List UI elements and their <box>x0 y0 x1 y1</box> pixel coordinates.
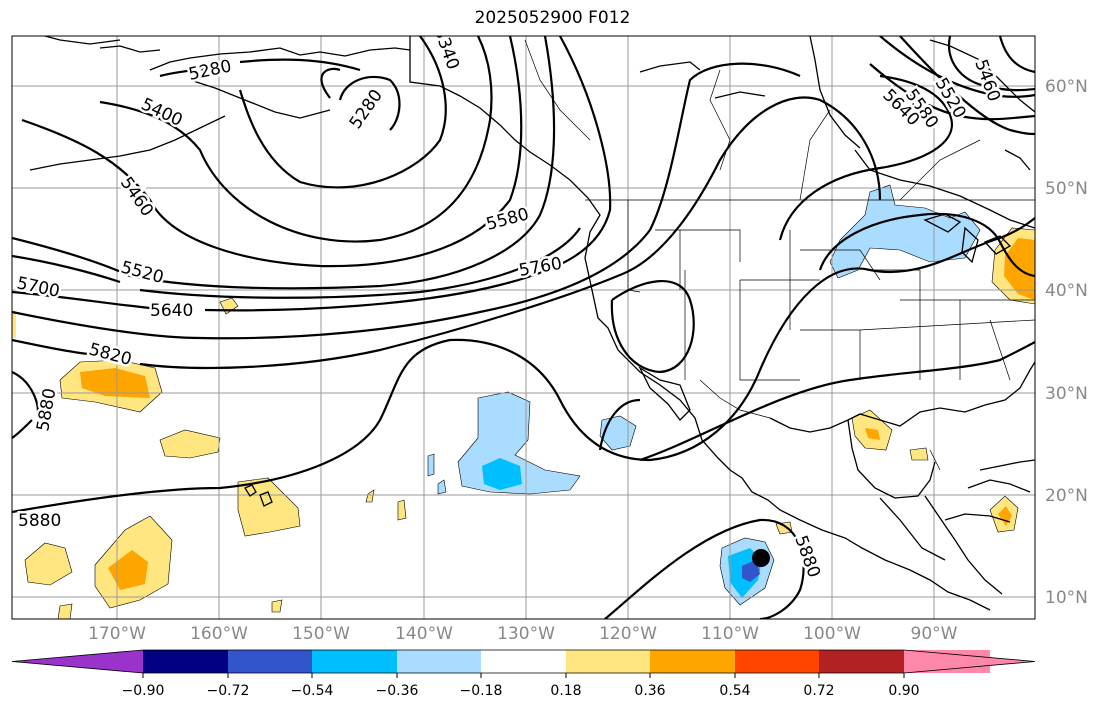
anomaly-region <box>159 429 221 459</box>
lat-label: 20°N <box>1045 486 1088 506</box>
colorbar-tick-label: 0.18 <box>550 683 582 699</box>
anomaly-region <box>397 499 407 521</box>
lon-label: 160°W <box>190 624 248 644</box>
height-contours <box>12 36 1035 619</box>
anomaly-region <box>219 297 239 315</box>
map-title: 2025052900 F012 <box>474 8 631 28</box>
colorbar-tick-label: −0.90 <box>121 683 165 699</box>
contour-label: 5460 <box>970 57 1004 104</box>
colorbar-tick-label: −0.18 <box>459 683 503 699</box>
storm-center-marker <box>752 549 770 567</box>
colorbar-segment <box>312 650 397 673</box>
colorbar-tick-label: −0.72 <box>206 683 250 699</box>
anomaly-region <box>829 184 981 279</box>
contour-label: 5880 <box>33 387 60 433</box>
anomaly-region <box>775 521 793 535</box>
anomaly-region <box>865 428 880 440</box>
political-borders <box>524 39 1035 471</box>
colorbar-extend-high <box>904 650 1035 673</box>
colorbar-tick-label: 0.72 <box>803 683 835 699</box>
colorbar-tick-label: −0.36 <box>375 683 419 699</box>
anomaly-region <box>57 603 73 619</box>
colorbar <box>11 649 1036 678</box>
lon-label: 100°W <box>803 624 861 644</box>
contour-label: 5580 <box>484 204 531 235</box>
lon-label: 90°W <box>910 624 958 644</box>
colorbar-tick-label: −0.54 <box>290 683 334 699</box>
contour-label: 5280 <box>187 56 233 85</box>
anomaly-region <box>237 477 301 537</box>
anomaly-region <box>80 368 150 398</box>
anomaly-region <box>427 453 435 477</box>
colorbar-segment <box>228 650 312 673</box>
anomaly-region <box>365 489 375 503</box>
anomaly-region <box>437 479 447 495</box>
colorbar-segment <box>481 650 566 673</box>
lon-label: 120°W <box>599 624 657 644</box>
lat-label: 50°N <box>1045 179 1088 199</box>
colorbar-segment <box>566 650 650 673</box>
contour-label: 5760 <box>517 254 563 281</box>
contour-label: 5280 <box>346 86 387 133</box>
lat-label: 30°N <box>1045 384 1088 404</box>
lon-label: 150°W <box>292 624 350 644</box>
graticule <box>12 36 1035 619</box>
anomaly-region <box>24 542 73 586</box>
contour-label: 5700 <box>15 273 61 302</box>
anomaly-region <box>271 599 283 613</box>
anomaly-region <box>482 458 522 490</box>
colorbar-segment <box>143 650 228 673</box>
anomaly-region <box>742 560 760 582</box>
colorbar-segment <box>735 650 819 673</box>
coastlines <box>29 36 1035 611</box>
colorbar-tick-label: 0.36 <box>634 683 666 699</box>
anomaly-region <box>12 310 16 338</box>
contour-label: 5400 <box>138 94 186 130</box>
colorbar-segment <box>650 650 735 673</box>
anomaly-region <box>108 550 148 590</box>
colorbar-tick-label: 0.54 <box>719 683 751 699</box>
lat-label: 40°N <box>1045 281 1088 301</box>
anomaly-region <box>599 415 637 451</box>
contour-label: 5460 <box>116 173 157 220</box>
map-content: 5280 5280 5340 5400 5460 5520 5580 5640 … <box>12 25 1035 619</box>
contour-label: 5520 <box>119 258 166 289</box>
contour-labels: 5280 5280 5340 5400 5460 5520 5580 5640 … <box>12 25 1006 583</box>
anomaly-fill-layer <box>12 184 1035 619</box>
colorbar-extend-low <box>12 650 143 673</box>
contour-label: 5880 <box>18 511 61 531</box>
lat-label: 10°N <box>1045 588 1088 608</box>
contour-label: 5640 <box>150 301 193 321</box>
lon-label: 130°W <box>497 624 555 644</box>
lon-label: 140°W <box>395 624 453 644</box>
lat-label: 60°N <box>1045 77 1088 97</box>
lon-label: 110°W <box>701 624 759 644</box>
map-frame <box>11 35 1036 620</box>
contour-label: 5880 <box>790 533 824 580</box>
anomaly-region <box>909 447 929 461</box>
colorbar-segment <box>397 650 481 673</box>
lon-label: 170°W <box>88 624 146 644</box>
colorbar-tick-label: 0.90 <box>888 683 920 699</box>
contour-label: 5340 <box>429 25 463 72</box>
colorbar-segment <box>819 650 904 673</box>
